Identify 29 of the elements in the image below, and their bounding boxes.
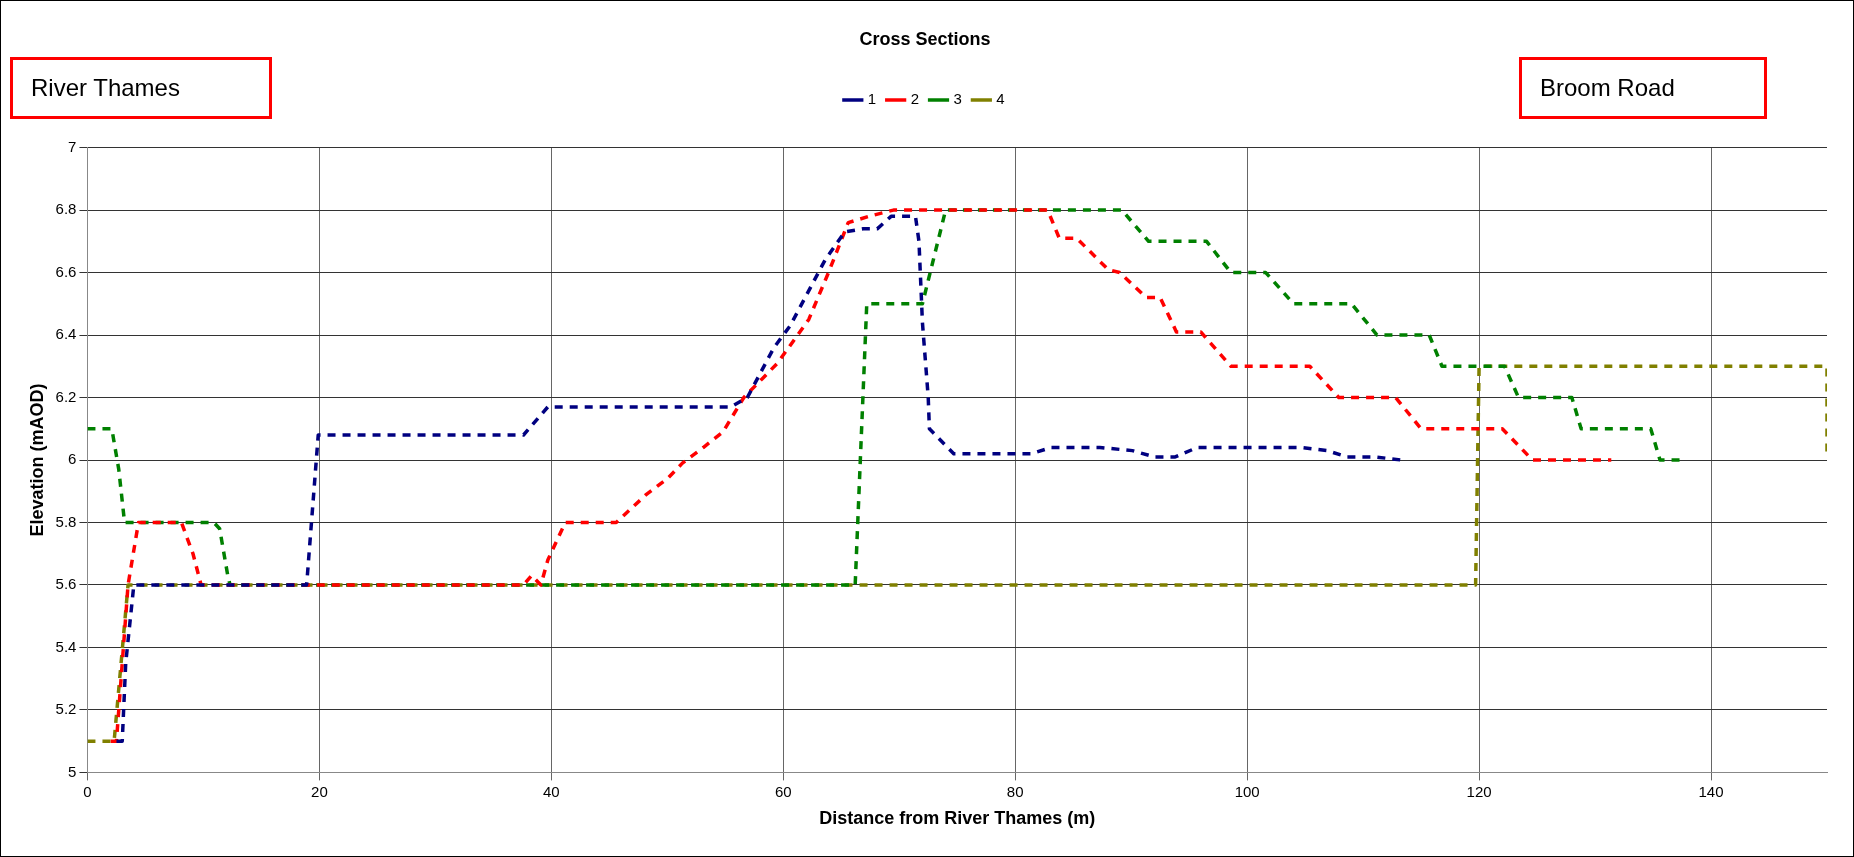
x-tick-label: 60 — [774, 782, 792, 800]
y-tick-label: 6.8 — [55, 200, 77, 218]
x-tick-label: 20 — [311, 782, 328, 800]
line-series — [108, 208, 1614, 743]
chart-title: Cross Sections — [859, 28, 991, 49]
y-tick-label: 5.8 — [55, 512, 77, 530]
y-tick-label: 6.6 — [55, 262, 77, 280]
y-tick-label: 5 — [68, 762, 77, 780]
text: River Thames — [10, 57, 272, 119]
x-tick-label: 140 — [1698, 782, 1724, 800]
legend-label: 1 — [867, 90, 877, 108]
y-tick-label: 5.2 — [55, 700, 77, 718]
y-tick-label: 5.4 — [55, 637, 77, 655]
x-tick-label: 100 — [1234, 782, 1260, 800]
y-tick-label: 7 — [68, 137, 77, 155]
y-tick-label: 6 — [68, 450, 77, 468]
y-axis-title: Elevation (mAOD) — [26, 383, 47, 537]
legend-label: 3 — [953, 90, 962, 108]
text: Broom Road — [1519, 57, 1767, 119]
x-tick-label: 120 — [1466, 782, 1492, 800]
y-tick-label: 5.6 — [55, 575, 77, 593]
legend-label: 2 — [910, 90, 919, 108]
legend-label: 4 — [996, 90, 1005, 108]
x-axis-title: Distance from River Thames (m) — [819, 808, 1096, 829]
x-tick-label: 40 — [542, 782, 560, 800]
x-tick-label: 0 — [83, 782, 92, 800]
y-tick-label: 6.2 — [55, 387, 77, 405]
x-tick-label: 80 — [1006, 782, 1024, 800]
y-tick-label: 6.4 — [55, 325, 77, 343]
